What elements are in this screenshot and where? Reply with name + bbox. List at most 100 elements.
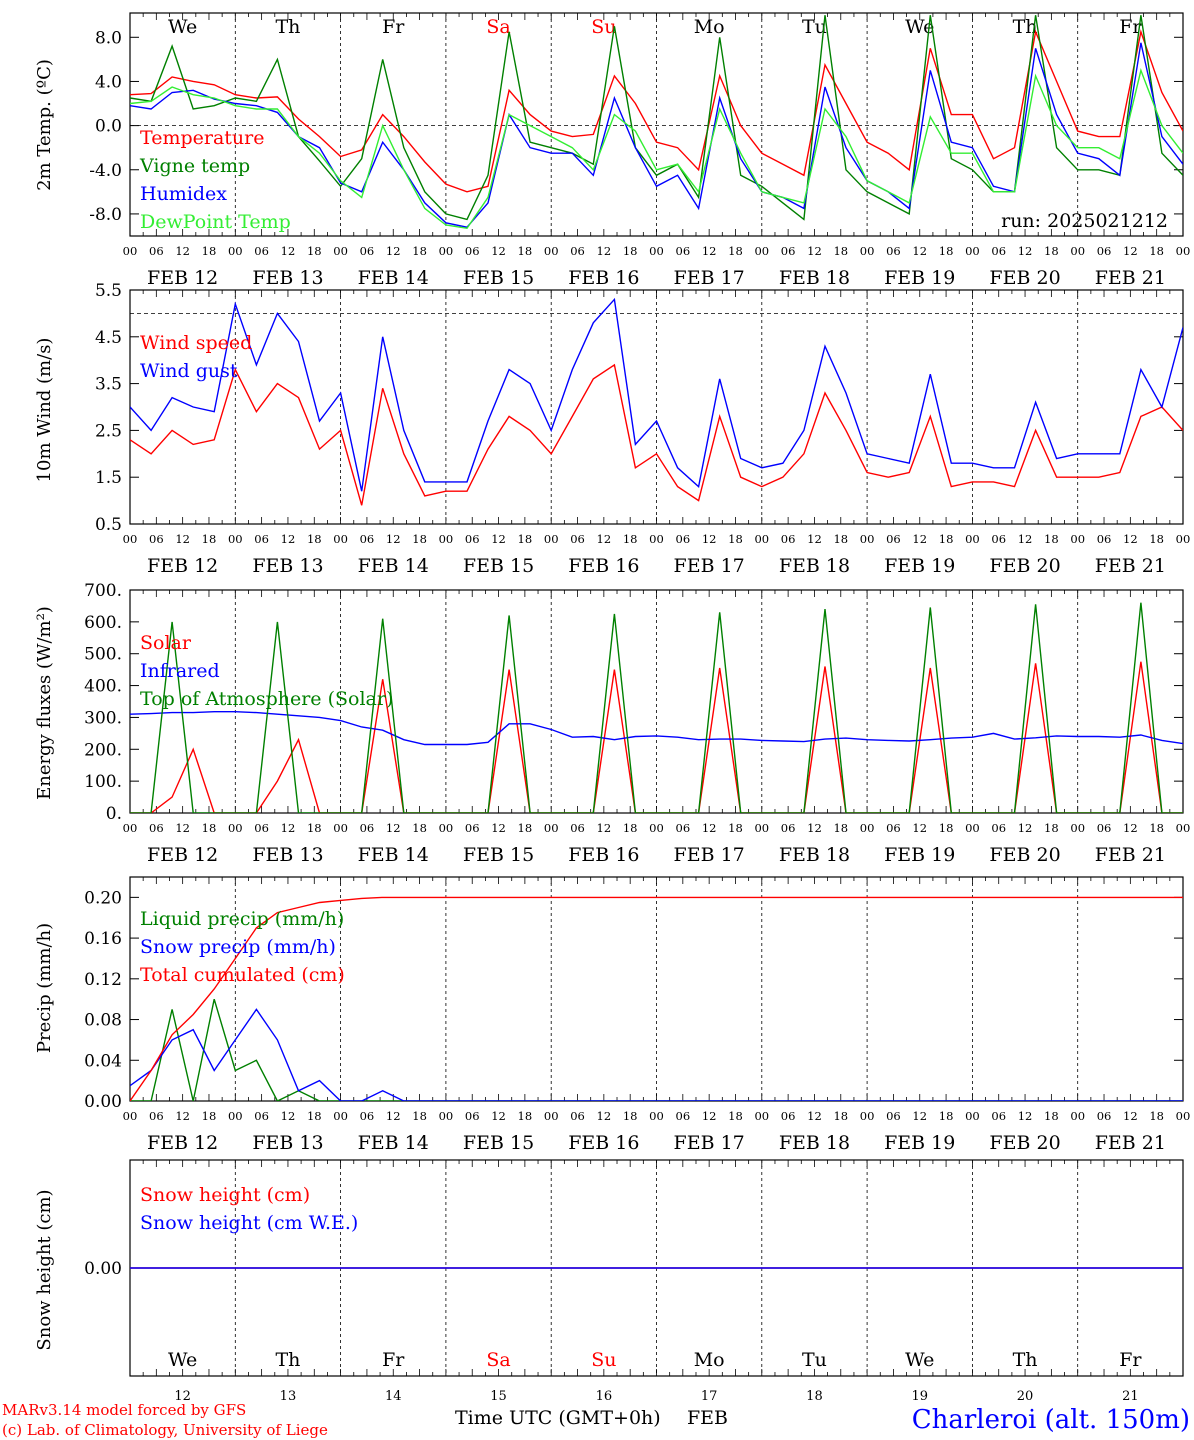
hour-tick-label: 06 [781, 1109, 796, 1123]
hour-tick-label: 00 [965, 532, 980, 546]
hour-tick-label: 12 [1018, 244, 1033, 258]
hour-tick-label: 06 [149, 244, 164, 258]
model-credit: MARv3.14 model forced by GFS [2, 1401, 246, 1419]
series-line-total-cumulated-cm [130, 896, 1183, 1101]
hour-tick-label: 00 [228, 1109, 243, 1123]
hour-tick-label: 18 [833, 244, 848, 258]
hour-tick-label: 18 [623, 821, 638, 835]
series-line-wind-speed [130, 363, 1183, 506]
legend-entry: Snow height (cm W.E.) [140, 1212, 358, 1234]
hour-tick-label: 00 [860, 244, 875, 258]
hour-tick-label: 18 [1149, 821, 1164, 835]
y-tick-label: 8.0 [95, 28, 122, 48]
weekday-label: Fr [382, 1349, 405, 1371]
y-tick-label: 0.5 [95, 515, 122, 535]
hour-tick-label: 00 [754, 1109, 769, 1123]
hour-tick-label: 12 [702, 1109, 717, 1123]
y-tick-label: 0.08 [84, 1011, 122, 1031]
hour-tick-label: 18 [412, 244, 427, 258]
hour-tick-label: 12 [912, 821, 927, 835]
y-tick-label: 400. [84, 677, 122, 697]
hour-tick-label: 00 [860, 821, 875, 835]
y-tick-label: 500. [84, 645, 122, 665]
hour-tick-label: 06 [149, 1109, 164, 1123]
hour-tick-label: 18 [833, 821, 848, 835]
legend-entry: Temperature [140, 127, 264, 149]
date-label: FEB 12 [147, 1132, 218, 1154]
date-label: FEB 16 [568, 267, 639, 289]
date-label: FEB 17 [674, 1132, 745, 1154]
hour-tick-label: 00 [1070, 532, 1085, 546]
series-line-snow-precip-mm-h [130, 1008, 1183, 1101]
date-label: FEB 14 [358, 555, 429, 577]
y-tick-label: 0.0 [95, 117, 122, 137]
hour-tick-label: 06 [676, 821, 691, 835]
date-label: FEB 18 [779, 844, 850, 866]
hour-tick-label: 12 [386, 532, 401, 546]
hour-tick-label: 18 [728, 532, 743, 546]
day-number-label: 14 [385, 1389, 402, 1404]
hour-tick-label: 12 [491, 532, 506, 546]
wind-panel: 10m Wind (m/s) 5.54.53.52.51.50.500 06 12 1… [34, 281, 1190, 577]
hour-tick-label: 18 [518, 1109, 533, 1123]
legend-entry: DewPoint Temp [140, 211, 291, 233]
energy-flux-panel: Energy fluxes (W/m²) 700. 600. 500. 400. 300… [34, 581, 1190, 866]
hour-tick-label: 06 [1097, 244, 1112, 258]
hour-tick-label: 12 [281, 532, 296, 546]
legend-entry: Liquid precip (mm/h) [140, 908, 344, 930]
hour-tick-label: 18 [518, 244, 533, 258]
day-number-label: 15 [490, 1389, 507, 1404]
date-label: FEB 13 [252, 844, 323, 866]
date-label: FEB 15 [463, 1132, 534, 1154]
energy-y-axis-label: Energy fluxes (W/m²) [34, 606, 55, 800]
y-tick-label: 0.00 [84, 1259, 122, 1279]
hour-tick-label: 00 [649, 244, 664, 258]
hour-tick-label: 18 [518, 821, 533, 835]
legend-entry: Wind gust [140, 360, 238, 382]
date-label: FEB 13 [252, 555, 323, 577]
hour-tick-label: 06 [991, 244, 1006, 258]
hour-tick-label: 18 [307, 532, 322, 546]
legend-entry: Infrared [140, 660, 220, 682]
hour-tick-label: 18 [202, 244, 217, 258]
weekday-label: We [905, 16, 934, 38]
y-tick-label: 0.04 [84, 1051, 122, 1071]
series-line-infrared [130, 711, 1183, 746]
weekday-label: Su [591, 16, 616, 38]
hour-tick-label: 06 [360, 821, 375, 835]
date-label: FEB 20 [989, 267, 1060, 289]
hour-tick-label: 12 [597, 244, 612, 258]
hour-tick-label: 18 [1044, 244, 1059, 258]
temp-y-axis-label: 2m Temp. (ºC) [34, 59, 55, 191]
hour-tick-label: 18 [1149, 244, 1164, 258]
hour-tick-label: 00 [333, 821, 348, 835]
hour-tick-label: 06 [570, 1109, 585, 1123]
hour-tick-label: 06 [886, 244, 901, 258]
date-label: FEB 16 [568, 555, 639, 577]
day-number-label: 21 [1122, 1389, 1139, 1404]
date-label: FEB 20 [989, 555, 1060, 577]
hour-tick-label: 06 [570, 244, 585, 258]
hour-tick-label: 00 [1176, 1109, 1191, 1123]
weekday-label: Fr [1119, 16, 1142, 38]
y-tick-label: -8.0 [89, 205, 122, 225]
series-line-solar [130, 661, 1183, 813]
hour-tick-label: 18 [202, 821, 217, 835]
day-number-label: 13 [280, 1389, 297, 1404]
hour-tick-label: 00 [333, 1109, 348, 1123]
hour-tick-label: 00 [754, 532, 769, 546]
date-label: FEB 15 [463, 267, 534, 289]
hour-tick-label: 06 [886, 532, 901, 546]
hour-tick-label: 00 [965, 821, 980, 835]
hour-tick-label: 12 [175, 532, 190, 546]
hour-tick-label: 12 [1018, 532, 1033, 546]
hour-tick-label: 12 [597, 1109, 612, 1123]
hour-tick-label: 06 [149, 532, 164, 546]
date-label: FEB 17 [674, 555, 745, 577]
y-tick-label: 0.12 [84, 970, 122, 990]
hour-tick-label: 18 [833, 532, 848, 546]
wind-y-axis-label: 10m Wind (m/s) [34, 338, 55, 483]
hour-tick-label: 00 [439, 1109, 454, 1123]
hour-tick-label: 12 [807, 244, 822, 258]
date-label: FEB 18 [779, 1132, 850, 1154]
